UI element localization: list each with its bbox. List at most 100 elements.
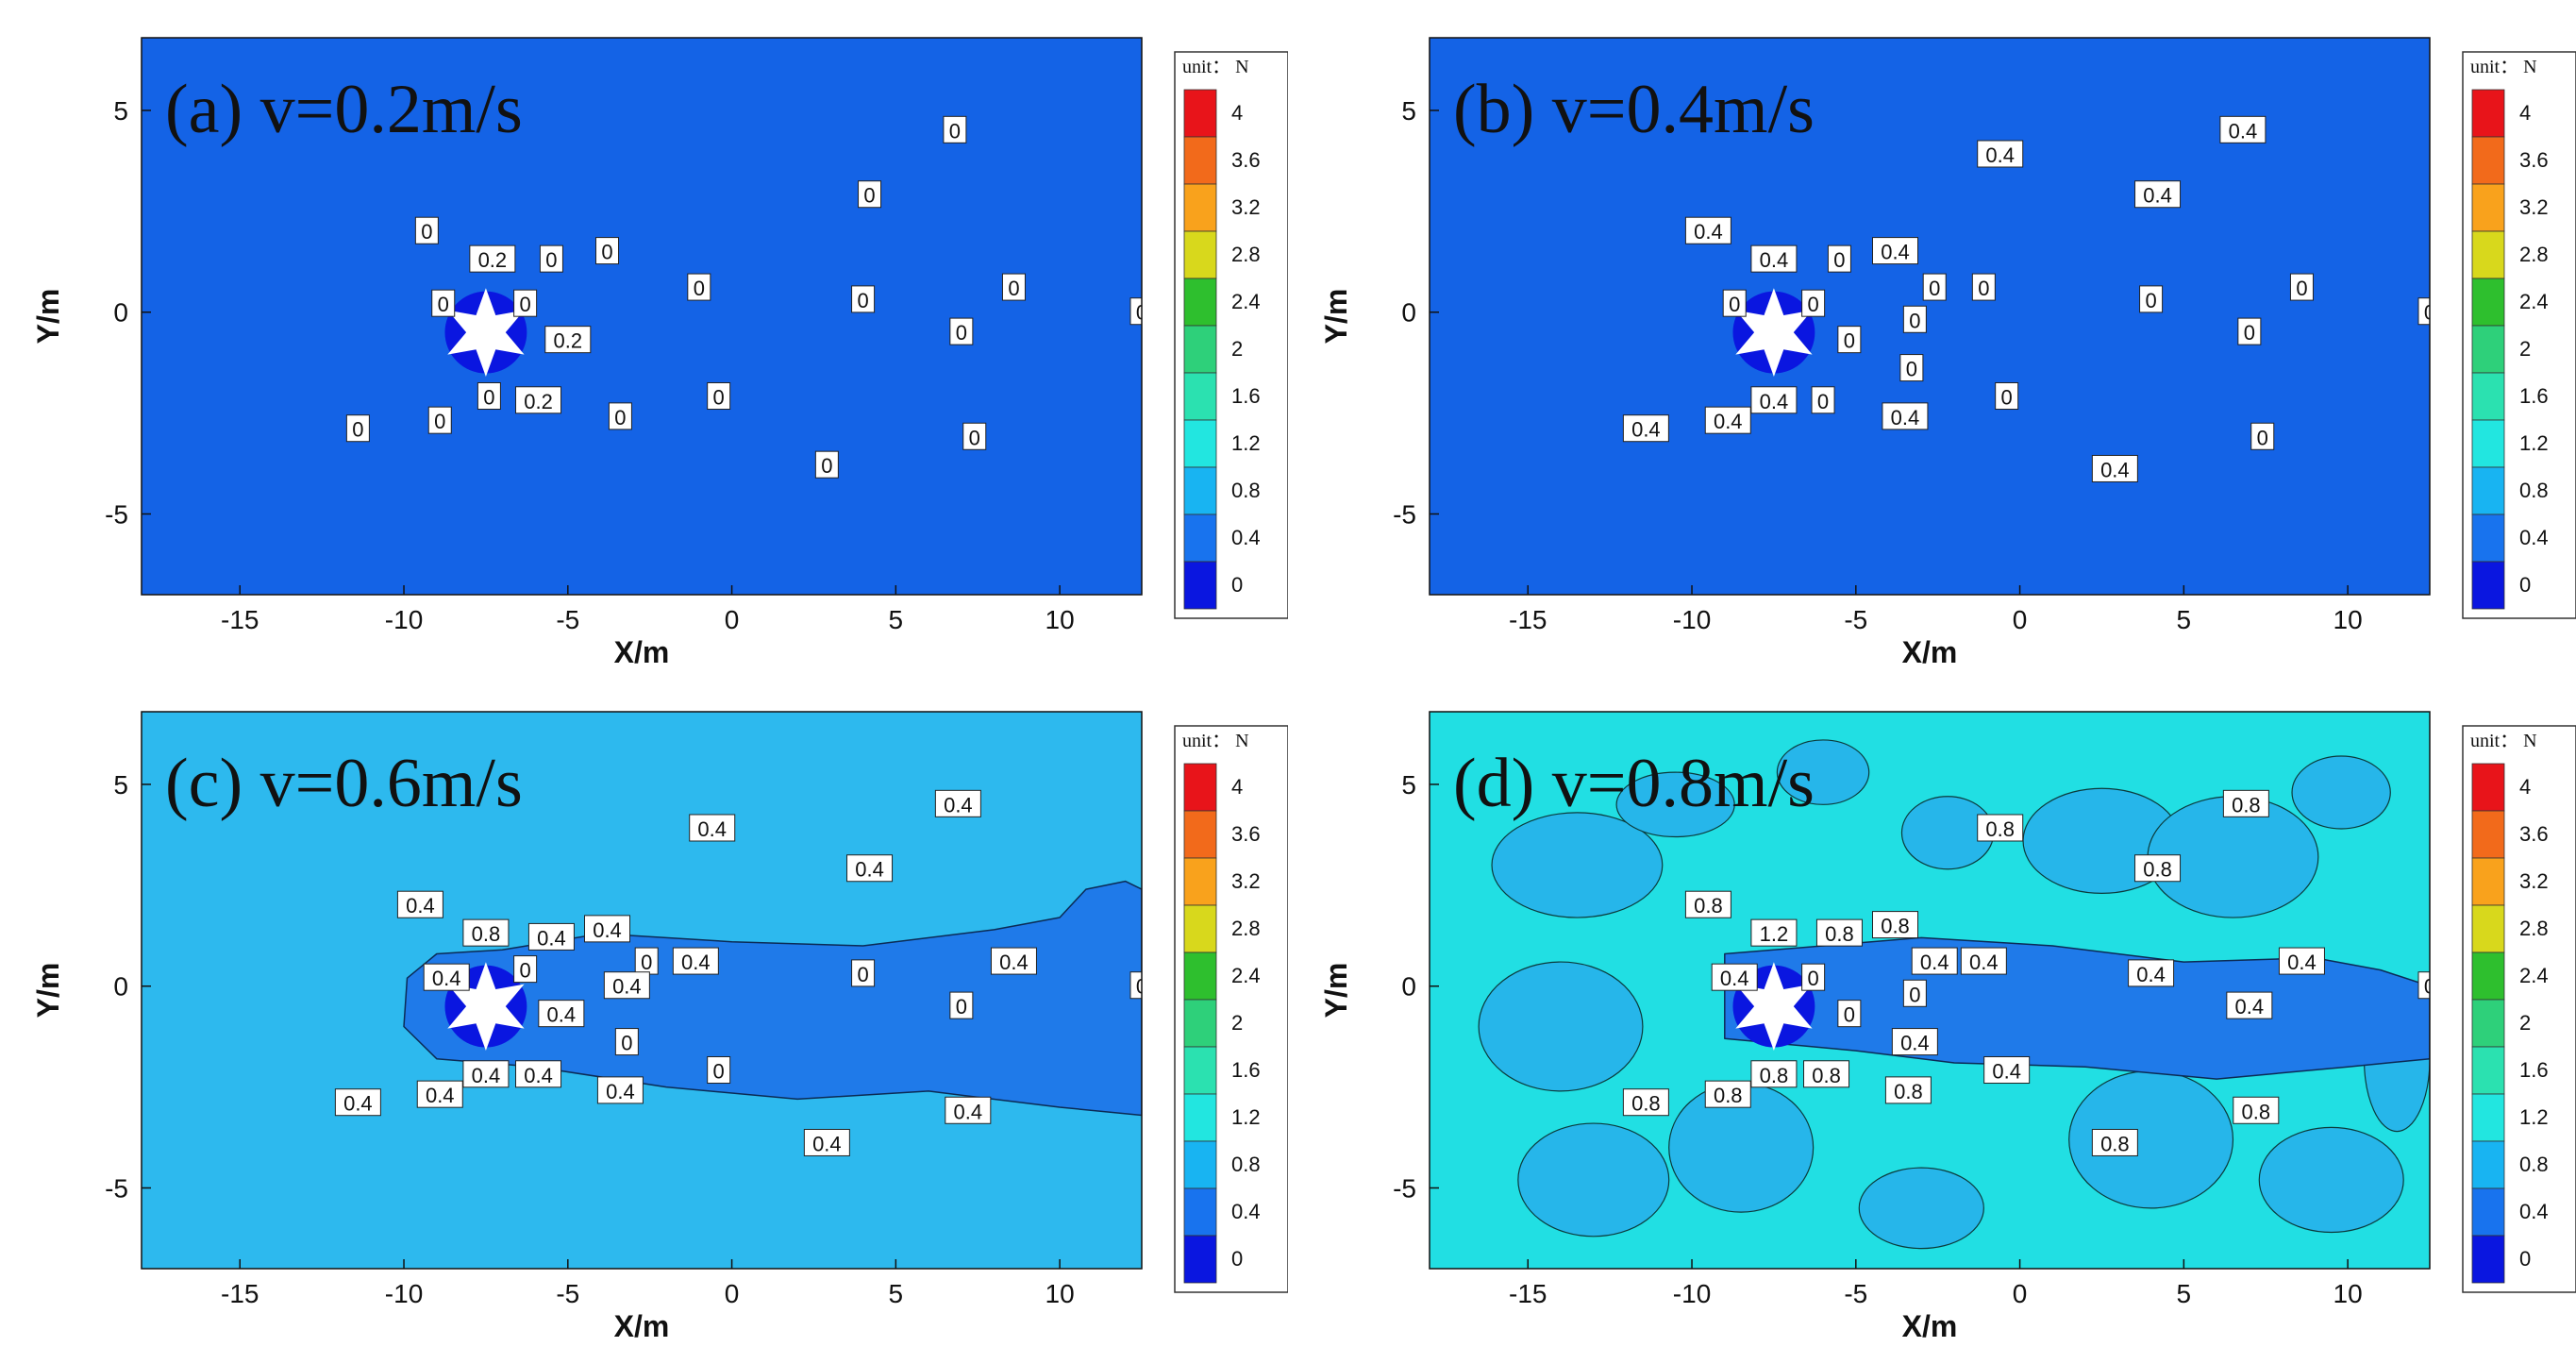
x-tick-label: 5 (2177, 605, 2192, 634)
svg-text:0.8: 0.8 (1894, 1080, 1923, 1103)
contour-label: 0 (608, 402, 632, 430)
contour-label: 0.2 (544, 326, 592, 354)
svg-text:0.4: 0.4 (524, 1064, 553, 1087)
svg-text:0.8: 0.8 (1825, 922, 1854, 946)
svg-text:0.4: 0.4 (426, 1084, 455, 1107)
svg-text:0: 0 (863, 184, 875, 208)
contour-label: 0 (949, 991, 974, 1019)
svg-text:0.4: 0.4 (2100, 458, 2130, 481)
legend-swatch (1183, 1235, 1217, 1284)
contour-label: 0 (943, 115, 967, 143)
contour-label: 0.4 (334, 1088, 381, 1117)
svg-text:0.4: 0.4 (612, 975, 642, 999)
contour-label: 0 (1129, 971, 1147, 1000)
legend-swatch (1183, 1140, 1217, 1189)
contour-label: 0 (1902, 305, 1927, 333)
svg-text:0.4: 0.4 (944, 793, 973, 817)
contour-label: 0.8 (1684, 890, 1731, 918)
contour-label: 0.4 (689, 814, 736, 842)
legend-swatch (2471, 419, 2505, 468)
contour-label: 0.4 (2219, 115, 2267, 143)
legend-level-label: 1.6 (1231, 384, 1261, 408)
legend-swatch (1183, 1093, 1217, 1142)
x-tick-label: -10 (1673, 1279, 1711, 1308)
contour-label: 0 (962, 422, 987, 450)
legend-swatch (2471, 372, 2505, 421)
contour-label: 0.4 (2226, 991, 2273, 1019)
svg-text:0.4: 0.4 (1900, 1032, 1930, 1055)
legend-level-label: 2 (2519, 337, 2531, 361)
legend-swatch (2471, 561, 2505, 610)
legend-level-label: 0.4 (2519, 526, 2549, 549)
svg-text:0.4: 0.4 (343, 1092, 373, 1116)
contour-label: 0 (1827, 244, 1851, 273)
plot-area: 0.40.40.40.40.8 0.4 0.40 0.400.400.4 00.40.4… (142, 712, 1147, 1269)
chart-svg: 0.80.80.80.81.2 0.8 0.80.4 0.40.40.400.4 000… (1319, 711, 2576, 1343)
legend-swatch (2471, 89, 2505, 138)
legend-swatch (2471, 951, 2505, 1001)
contour-label: 0.4 (584, 915, 631, 943)
contour-label: 0 (1902, 979, 1927, 1007)
x-tick-label: -15 (1509, 605, 1547, 634)
contour-label: 0.8 (2091, 1128, 2138, 1156)
contour-label: 0.4 (416, 1080, 463, 1108)
svg-text:0: 0 (434, 410, 445, 433)
contour-label: 0.4 (1977, 140, 2024, 168)
svg-text:0.4: 0.4 (2235, 995, 2265, 1019)
legend-level-label: 0.4 (1231, 1200, 1261, 1223)
x-tick-label: -5 (1844, 1279, 1867, 1308)
svg-text:0: 0 (713, 1060, 725, 1084)
svg-text:0.4: 0.4 (1881, 241, 1910, 264)
svg-text:0.4: 0.4 (432, 967, 461, 990)
contour-label: 0 (427, 406, 452, 434)
contour-label: 0 (1837, 1000, 1862, 1028)
legend-level-label: 0 (2519, 573, 2531, 597)
y-tick-label: 0 (1401, 972, 1416, 1002)
y-tick-label: -5 (1393, 499, 1416, 529)
panel-title: (a) v=0.2m/s (165, 71, 523, 148)
cylinder-star-icon (447, 962, 525, 1051)
svg-text:0.8: 0.8 (1631, 1092, 1661, 1116)
legend-level-label: 0.8 (1231, 1153, 1261, 1176)
contour-label: 0.2 (515, 386, 562, 414)
contour-label: 0 (2417, 971, 2435, 1000)
x-tick-label: -15 (1509, 1279, 1547, 1308)
contour-label: 0 (614, 1028, 639, 1056)
legend-swatch (1183, 183, 1217, 232)
legend-title: unit： N (2470, 57, 2537, 77)
x-axis-label: X/m (614, 635, 670, 669)
legend-level-label: 0 (1231, 1247, 1243, 1271)
svg-text:0: 0 (949, 119, 961, 143)
svg-text:0.4: 0.4 (855, 858, 884, 882)
contour-label: 0 (2237, 317, 2262, 345)
x-tick-label: -5 (1844, 605, 1867, 634)
contour-label: 0.4 (990, 947, 1037, 975)
x-tick-label: 5 (889, 1279, 904, 1308)
contour-label: 0.8 (1704, 1080, 1751, 1108)
contour-label: 0 (2417, 297, 2430, 326)
legend-swatch (1183, 763, 1217, 812)
svg-text:0: 0 (601, 241, 612, 264)
svg-text:0: 0 (2145, 289, 2156, 312)
y-tick-label: 5 (113, 770, 128, 800)
svg-text:0.4: 0.4 (1969, 951, 1999, 974)
legend-swatch (1183, 419, 1217, 468)
svg-text:0.4: 0.4 (954, 1100, 983, 1123)
svg-text:0: 0 (1136, 975, 1147, 999)
svg-text:0: 0 (614, 406, 626, 429)
svg-text:0.4: 0.4 (697, 817, 727, 841)
y-tick-label: 0 (113, 298, 128, 328)
contour-label: 0 (539, 244, 563, 273)
x-tick-label: -10 (385, 1279, 423, 1308)
x-tick-label: -5 (556, 605, 579, 634)
legend-level-label: 2.4 (2519, 290, 2549, 313)
svg-text:0.4: 0.4 (547, 1003, 577, 1027)
y-tick-label: 5 (1401, 96, 1416, 126)
contour-label: 0.4 (396, 890, 443, 918)
svg-text:0.2: 0.2 (524, 390, 553, 413)
svg-text:0: 0 (2001, 386, 2013, 410)
svg-text:0: 0 (2424, 975, 2435, 999)
legend-title: unit： N (2470, 731, 2537, 751)
svg-text:0.8: 0.8 (1760, 1064, 1789, 1087)
y-axis-label: Y/m (31, 963, 65, 1019)
